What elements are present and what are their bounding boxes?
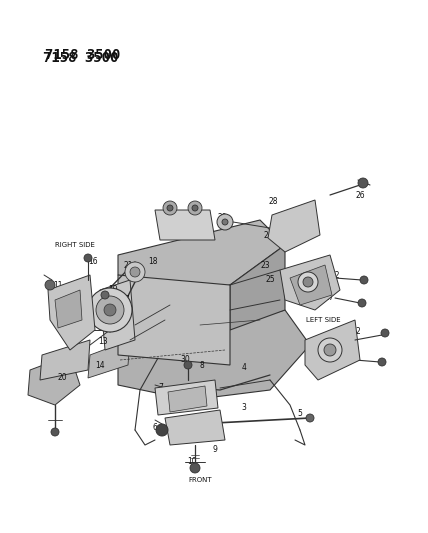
Text: LEFT SIDE: LEFT SIDE [306,317,340,323]
Polygon shape [40,340,90,380]
Text: 8: 8 [199,360,205,369]
Circle shape [88,288,132,332]
Text: 16: 16 [88,257,98,266]
Polygon shape [88,340,130,378]
Circle shape [156,424,168,436]
Text: 13: 13 [98,337,108,346]
Text: 21: 21 [123,261,133,270]
Circle shape [190,463,200,473]
Text: 24: 24 [263,231,273,240]
Text: 22: 22 [330,271,340,280]
Polygon shape [118,220,285,295]
Polygon shape [280,255,340,310]
Polygon shape [268,200,320,252]
Text: 11: 11 [53,280,63,289]
Polygon shape [230,245,285,330]
Text: 20: 20 [57,374,67,383]
Circle shape [167,205,173,211]
Text: 17: 17 [120,295,130,304]
Text: 23: 23 [260,262,270,271]
Text: 9: 9 [213,446,217,455]
Circle shape [184,361,192,369]
Circle shape [188,201,202,215]
Circle shape [84,254,92,262]
Polygon shape [305,320,360,380]
Text: 19: 19 [108,286,118,295]
Text: 6: 6 [152,424,158,432]
Circle shape [45,280,55,290]
Text: 4: 4 [241,364,247,373]
Polygon shape [100,280,135,350]
Text: 5: 5 [297,408,303,417]
Text: 25: 25 [265,276,275,285]
Circle shape [51,428,59,436]
Circle shape [303,277,313,287]
Circle shape [324,344,336,356]
Circle shape [125,262,145,282]
Text: 7: 7 [158,384,163,392]
Polygon shape [55,290,82,328]
Polygon shape [165,410,225,445]
Circle shape [360,276,368,284]
Polygon shape [155,380,218,415]
Polygon shape [118,310,310,400]
Text: 14: 14 [95,361,105,370]
Text: 15: 15 [62,301,72,310]
Text: 18: 18 [148,257,158,266]
Circle shape [306,414,314,422]
Circle shape [130,267,140,277]
Circle shape [298,272,318,292]
Text: 2: 2 [356,327,360,336]
Circle shape [381,329,389,337]
Text: 1: 1 [327,337,333,346]
Polygon shape [48,275,95,350]
Text: 7158 3500: 7158 3500 [45,48,120,62]
Polygon shape [28,355,80,405]
Text: 30: 30 [180,356,190,365]
Polygon shape [290,265,332,305]
Circle shape [378,358,386,366]
Circle shape [217,214,233,230]
Text: 29: 29 [217,214,227,222]
Text: 10: 10 [187,457,197,466]
Circle shape [358,178,368,188]
Circle shape [192,205,198,211]
Circle shape [101,291,109,299]
Polygon shape [168,386,207,412]
Circle shape [163,201,177,215]
Circle shape [104,304,116,316]
Text: 12: 12 [57,326,67,335]
Circle shape [318,338,342,362]
Circle shape [222,219,228,225]
Text: 7158 3500: 7158 3500 [43,51,119,65]
Text: FRONT: FRONT [188,477,212,483]
Text: 26: 26 [355,190,365,199]
Polygon shape [118,275,230,365]
Text: 28: 28 [268,198,278,206]
Text: RIGHT SIDE: RIGHT SIDE [55,242,95,248]
Text: 3: 3 [241,403,247,413]
Circle shape [96,296,124,324]
Text: 27: 27 [324,293,334,302]
Circle shape [358,299,366,307]
Polygon shape [155,210,215,240]
